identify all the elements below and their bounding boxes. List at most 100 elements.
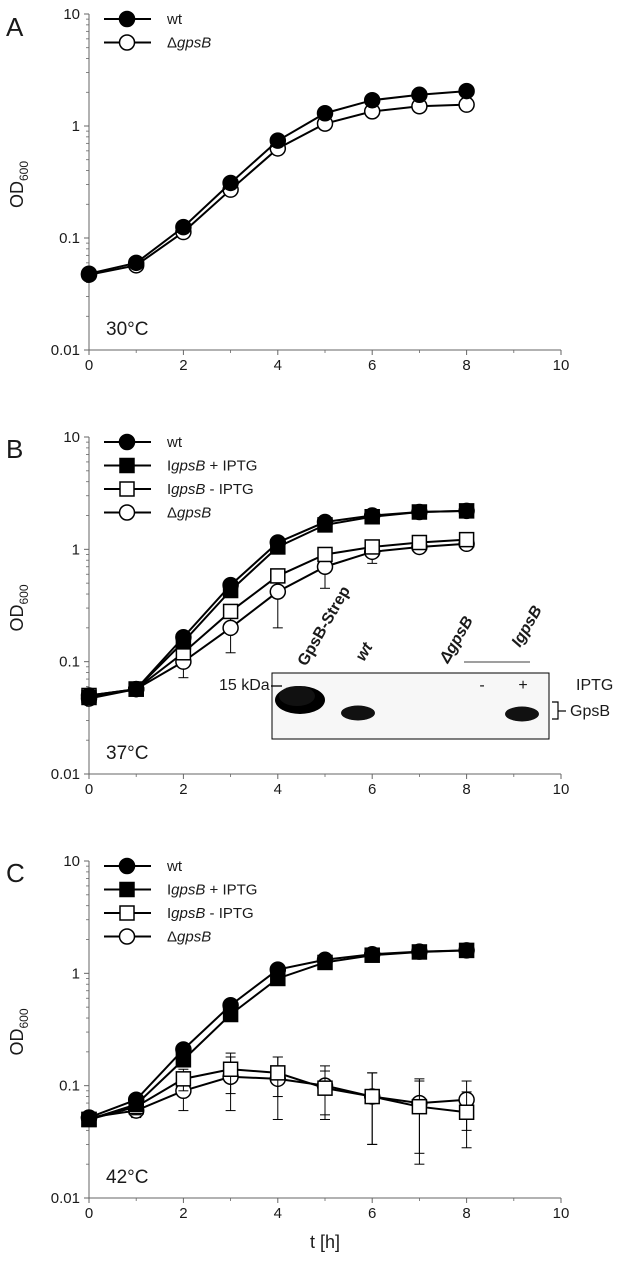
blot-lane-label: wt [353, 640, 377, 664]
series-line [88, 103, 467, 276]
series-wt [80, 942, 475, 1126]
panel-a: A 0.01 0.1 1 10 0 2 4 6 8 10 OD600 30°C wt ΔgpsB [6, 6, 569, 374]
x-tick-label: 6 [368, 1205, 376, 1222]
legend-marker [118, 504, 136, 521]
y-tick-label: 10 [63, 6, 80, 23]
y-tick-label: 10 [63, 853, 80, 870]
band-bracket [552, 701, 559, 720]
data-point [269, 132, 287, 149]
blot-band [505, 706, 539, 722]
data-point [270, 1065, 286, 1081]
series--gpsb [80, 96, 475, 283]
data-point [175, 1071, 192, 1087]
data-point [458, 1104, 475, 1120]
data-point [222, 174, 239, 192]
legend-label: ΔgpsB [167, 35, 211, 52]
data-point [269, 583, 287, 600]
x-tick-label: 2 [179, 1205, 187, 1222]
legend: wt IgpsB + IPTG IgpsB - IPTG ΔgpsB [104, 433, 257, 522]
data-point [127, 254, 145, 272]
data-point [411, 503, 428, 521]
legend-label: ΔgpsB [167, 929, 211, 946]
series-wt [80, 82, 475, 282]
temperature-label: 37°C [106, 743, 148, 764]
x-tick-label: 2 [179, 781, 187, 798]
data-point [270, 568, 286, 584]
legend-marker [118, 34, 136, 51]
series-wt [80, 502, 475, 704]
panel-letter: C [6, 858, 25, 888]
y-tick-label: 0.1 [59, 230, 80, 247]
data-point [222, 619, 239, 637]
legend-marker [118, 857, 136, 875]
legend-marker [119, 457, 135, 474]
legend-marker [118, 433, 136, 451]
iptg-plus-label: + [518, 677, 527, 694]
data-point [411, 534, 428, 551]
band-label: GpsB [570, 703, 610, 720]
data-point [363, 91, 381, 109]
x-tick-label: 10 [553, 781, 570, 798]
data-point [80, 687, 98, 704]
temperature-label: 30°C [106, 319, 148, 340]
x-tick-label: 4 [274, 781, 282, 798]
blot-band [279, 686, 315, 706]
x-tick-label: 8 [462, 357, 470, 374]
x-tick-label: 0 [85, 781, 93, 798]
legend-marker [119, 905, 135, 921]
data-point [222, 576, 239, 594]
data-point [222, 1061, 239, 1078]
data-point [127, 1091, 145, 1108]
y-tick-label: 0.01 [51, 1190, 80, 1207]
legend-marker [119, 881, 135, 898]
y-tick-label: 1 [72, 118, 80, 135]
legend-marker [118, 928, 136, 945]
data-point [269, 534, 287, 551]
legend-label: IgpsB + IPTG [167, 882, 257, 899]
data-point [175, 628, 192, 646]
y-tick-label: 0.01 [51, 342, 80, 359]
y-axis-label: OD600 [7, 584, 31, 631]
x-tick-label: 2 [179, 357, 187, 374]
data-point [317, 546, 333, 563]
data-point [364, 539, 380, 555]
iptg-minus-label: - [479, 677, 484, 694]
legend: wt IgpsB + IPTG IgpsB - IPTG ΔgpsB [104, 857, 257, 946]
x-tick-label: 6 [368, 781, 376, 798]
data-point [222, 603, 239, 620]
data-point [411, 86, 428, 104]
blot-lane-label: IgpsB [509, 603, 546, 650]
data-point [316, 104, 334, 122]
legend-label: wt [166, 11, 183, 28]
y-tick-label: 1 [72, 541, 80, 558]
panel-c: C 0.01 0.1 1 10 0 2 4 6 8 10 OD600 42°C wt IgpsB + IPT… [6, 853, 569, 1222]
y-tick-label: 0.1 [59, 654, 80, 671]
temperature-label: 42°C [106, 1167, 148, 1188]
data-point [364, 1088, 380, 1105]
series-line [88, 90, 467, 275]
x-tick-label: 10 [553, 1205, 570, 1222]
legend: wt ΔgpsB [104, 10, 211, 52]
x-tick-label: 0 [85, 1205, 93, 1222]
blot-lane-label: ΔgpsB [436, 614, 477, 667]
y-tick-label: 10 [63, 429, 80, 446]
legend-label: IgpsB - IPTG [167, 481, 254, 498]
x-tick-label: 8 [462, 781, 470, 798]
x-tick-label: 8 [462, 1205, 470, 1222]
data-point [80, 1109, 98, 1126]
blot-band [341, 705, 375, 721]
data-point [458, 942, 475, 959]
marker-label: 15 kDa [219, 677, 270, 694]
x-tick-label: 0 [85, 357, 93, 374]
y-axis-label: OD600 [7, 161, 31, 208]
data-point [458, 502, 475, 520]
blot-lane-label: GpsB-Strep [295, 583, 354, 669]
data-point [458, 531, 475, 548]
data-point [127, 680, 145, 698]
y-tick-label: 0.01 [51, 766, 80, 783]
legend-marker [119, 481, 135, 497]
data-point [175, 218, 192, 236]
data-point [458, 96, 475, 113]
x-axis-label: t [h] [310, 1232, 340, 1252]
